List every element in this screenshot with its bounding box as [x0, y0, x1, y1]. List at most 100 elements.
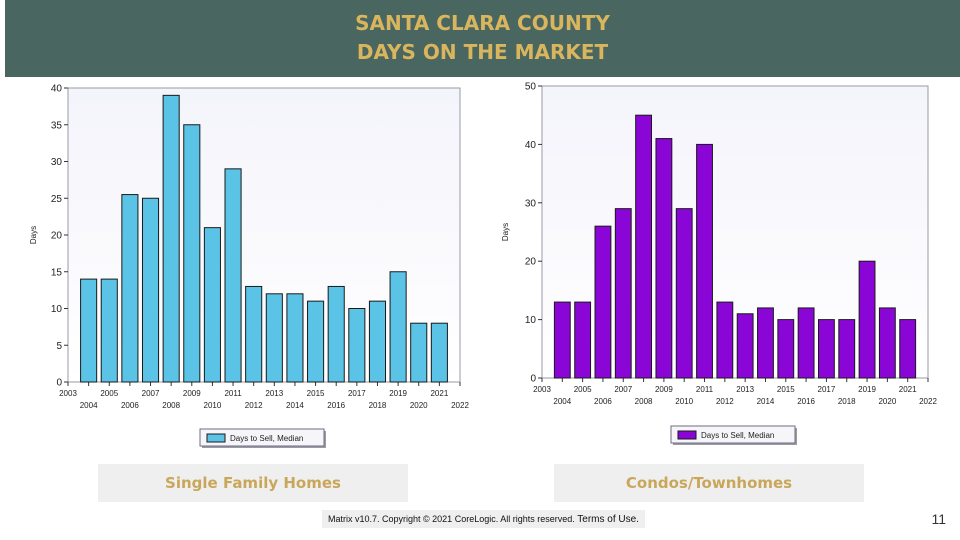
y-tick-label: 15	[51, 267, 63, 278]
bar-2016	[797, 307, 815, 379]
bar-2004	[80, 278, 98, 383]
x-tick-label: 2003	[533, 385, 551, 394]
y-tick-label: 30	[51, 157, 63, 168]
x-tick-label: 2021	[899, 385, 917, 394]
x-tick-label: 2016	[797, 397, 815, 406]
bar-2005	[100, 278, 118, 383]
x-tick-label: 2010	[675, 397, 693, 406]
x-tick-label: 2017	[818, 385, 836, 394]
bar-2019	[389, 271, 407, 383]
bar-2017	[817, 319, 835, 379]
x-tick-label: 2015	[307, 389, 325, 398]
y-tick-label: 5	[56, 341, 62, 352]
page-number: 11	[931, 511, 946, 527]
x-tick-label: 2022	[919, 397, 937, 406]
bar-2018	[838, 319, 856, 379]
x-tick-label: 2008	[635, 397, 653, 406]
title-line-2: DAYS ON THE MARKET	[356, 40, 609, 64]
bar-2018	[368, 300, 387, 383]
y-axis-label: Days	[29, 226, 38, 244]
x-tick-label: 2020	[878, 397, 896, 406]
terms-of-use-link[interactable]: Terms of Use.	[577, 513, 639, 525]
x-tick-label: 2021	[430, 389, 448, 398]
x-tick-label: 2005	[100, 389, 118, 398]
y-tick-label: 25	[51, 194, 63, 205]
bar-2015	[307, 300, 325, 383]
x-tick-label: 2010	[204, 401, 222, 410]
x-tick-label: 2019	[858, 385, 876, 394]
bar-2011	[224, 168, 242, 383]
legend-swatch	[677, 430, 697, 440]
condo-chart-panel: 0 10 20 30 40 50 Days 2003 2005 2007 2009 2011 2013 2…	[492, 78, 944, 455]
x-tick-label: 2012	[716, 397, 734, 406]
copyright-footer: Matrix v10.7. Copyright © 2021 CoreLogic…	[322, 510, 645, 528]
y-tick-label: 30	[525, 198, 537, 209]
bar-2017	[348, 308, 366, 383]
x-tick-label: 2013	[736, 385, 754, 394]
y-tick-label: 50	[525, 82, 537, 93]
x-tick-label: 2009	[655, 385, 673, 394]
bar-2012	[245, 285, 263, 383]
bar-2020	[878, 307, 896, 379]
bar-2004	[553, 301, 571, 379]
copyright-text: Matrix v10.7. Copyright © 2021 CoreLogic…	[328, 514, 575, 524]
x-tick-label: 2011	[696, 385, 714, 394]
x-tick-label: 2007	[614, 385, 632, 394]
y-tick-label: 40	[51, 84, 63, 95]
bar-2009	[655, 138, 673, 379]
x-tick-label: 2008	[162, 401, 180, 410]
sfh-chart: 0 5 10 15 20 25 30 35 40 Days 2003 2005 2007 2009 2011…	[29, 84, 469, 448]
bar-2015	[777, 319, 795, 379]
x-tick-label: 2012	[245, 401, 263, 410]
x-tick-label: 2019	[389, 389, 407, 398]
x-tick-label: 2015	[777, 385, 795, 394]
y-tick-label: 20	[525, 257, 537, 268]
bar-2005	[574, 301, 592, 379]
bar-2021	[430, 322, 448, 383]
x-tick-label: 2018	[838, 397, 856, 406]
bar-2006	[121, 194, 139, 383]
x-tick-label: 2018	[369, 401, 387, 410]
x-tick-label: 2016	[327, 401, 345, 410]
bar-2014	[286, 293, 304, 383]
y-axis-label: Days	[501, 223, 510, 241]
caption-condos: Condos/Townhomes	[554, 464, 864, 502]
legend-label: Days to Sell, Median	[230, 434, 303, 443]
y-tick-label: 20	[51, 231, 63, 242]
title-line-1: SANTA CLARA COUNTY	[355, 11, 610, 35]
x-tick-label: 2014	[286, 401, 304, 410]
legend-box	[670, 425, 796, 444]
x-tick-label: 2003	[59, 389, 77, 398]
x-tick-label: 2017	[348, 389, 366, 398]
x-tick-label: 2005	[574, 385, 592, 394]
legend-swatch	[206, 433, 226, 443]
x-tick-label: 2004	[553, 397, 571, 406]
bar-2013	[265, 293, 283, 383]
x-tick-label: 2007	[142, 389, 160, 398]
bar-2020	[410, 322, 428, 383]
x-tick-label: 2014	[757, 397, 775, 406]
bar-2021	[899, 319, 917, 379]
bar-2010	[675, 208, 693, 379]
y-tick-label: 35	[51, 120, 63, 131]
y-tick-label: 40	[525, 140, 537, 151]
x-tick-label: 2009	[183, 389, 201, 398]
x-tick-label: 2004	[80, 401, 98, 410]
x-tick-label: 2006	[121, 401, 139, 410]
bar-2013	[736, 313, 754, 379]
bar-2007	[614, 208, 632, 379]
bar-2012	[716, 301, 734, 379]
bar-2019	[858, 260, 876, 379]
bar-2011	[696, 143, 713, 379]
x-tick-label: 2020	[410, 401, 428, 410]
bar-2007	[141, 197, 160, 383]
bar-2016	[327, 285, 345, 383]
y-tick-label: 10	[51, 304, 63, 315]
bar-2008	[162, 94, 180, 383]
title-banner: SANTA CLARA COUNTY DAYS ON THE MARKET	[5, 0, 960, 77]
bar-2009	[183, 124, 201, 383]
sfh-chart-panel: 0 5 10 15 20 25 30 35 40 Days 2003 2005 2007 2009 2011…	[24, 80, 476, 455]
bar-2008	[635, 114, 653, 379]
x-tick-label: 2013	[265, 389, 283, 398]
